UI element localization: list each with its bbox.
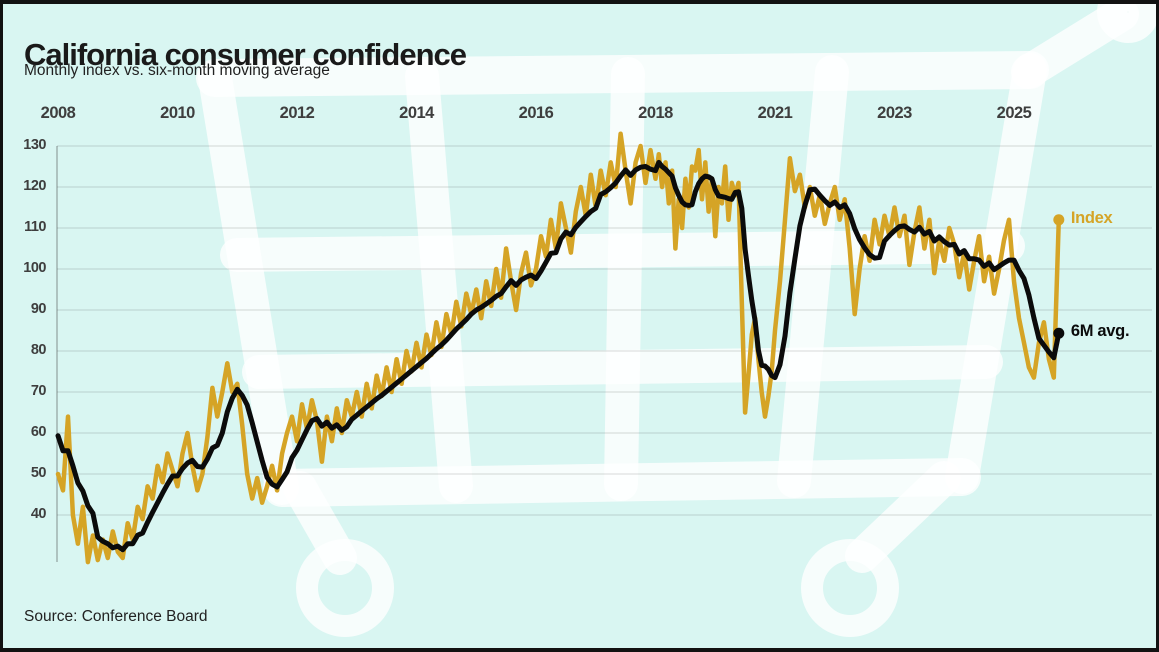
y-tick-label: 70	[30, 383, 47, 399]
shopping-cart-icon	[196, 0, 1159, 637]
data-series	[55, 131, 1062, 565]
x-tick-label: 2010	[160, 104, 195, 122]
chart-title: California consumer confidence	[24, 36, 467, 72]
y-tick-label: 100	[23, 260, 46, 276]
y-tick-label: 130	[23, 137, 46, 153]
x-tick-label: 2014	[399, 104, 434, 122]
index-line	[55, 131, 1062, 565]
avg-endpoint-dot	[1053, 327, 1065, 339]
x-tick-label: 2012	[279, 104, 315, 122]
y-tick-label: 90	[30, 301, 47, 317]
x-tick-label: 2018	[638, 104, 673, 122]
source-note: Source: Conference Board	[24, 608, 208, 625]
x-tick-label: 2008	[40, 104, 76, 122]
y-tick-label: 80	[30, 342, 47, 358]
x-tick-label: 2021	[757, 104, 793, 122]
chart-subtitle: Monthly index vs. six-month moving avera…	[24, 62, 330, 79]
x-tick-label: 2025	[996, 104, 1032, 122]
x-tick-label: 2016	[518, 104, 554, 122]
avg-line	[55, 159, 1062, 553]
legend-avg-label: 6M avg.	[1070, 322, 1130, 341]
legend-index-label: Index	[1070, 208, 1113, 227]
y-tick-label: 120	[23, 178, 46, 194]
x-tick-label: 2023	[877, 104, 912, 122]
index-endpoint-dot	[1053, 214, 1065, 226]
y-tick-label: 110	[24, 219, 46, 235]
y-tick-label: 50	[30, 465, 47, 481]
line-end-dots	[1053, 214, 1065, 339]
y-tick-label: 40	[30, 506, 47, 522]
y-tick-label: 60	[30, 424, 47, 440]
